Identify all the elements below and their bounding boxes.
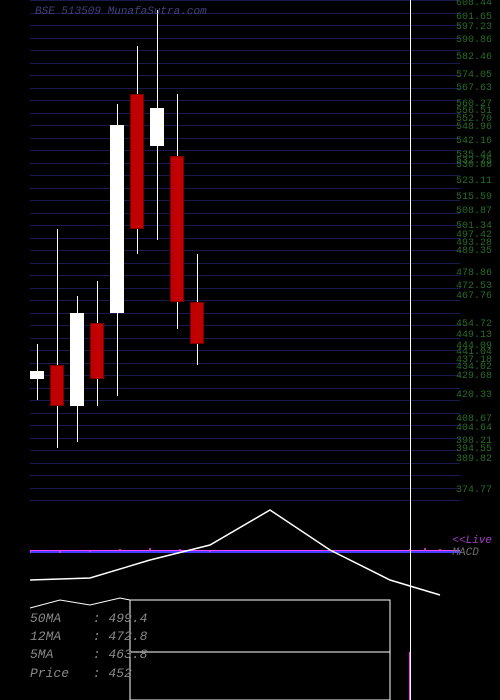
y-label: 548.96 [456, 122, 492, 133]
candle-body [110, 125, 124, 313]
y-label: 374.77 [456, 485, 492, 496]
cursor-line [410, 0, 411, 700]
y-label: 515.59 [456, 192, 492, 203]
y-label: 454.72 [456, 319, 492, 330]
info-row: 50MA : 499.4 [30, 610, 147, 628]
info-label: Price [30, 665, 85, 683]
watermark-label: MunafaSutra.com [108, 6, 207, 18]
y-label: 574.05 [456, 70, 492, 81]
price-chart[interactable] [30, 0, 460, 500]
info-value: 452 [108, 666, 131, 681]
candle-body [50, 365, 64, 407]
info-row: 12MA : 472.8 [30, 628, 147, 646]
y-label: 389.82 [456, 454, 492, 465]
y-label: 429.68 [456, 371, 492, 382]
macd-label: <<Live MACD [452, 535, 492, 559]
y-label: 508.87 [456, 206, 492, 217]
info-label: 5MA [30, 646, 85, 664]
y-label: 404.64 [456, 423, 492, 434]
candle-wick [57, 229, 58, 448]
y-label: 597.23 [456, 22, 492, 33]
info-label: 50MA [30, 610, 85, 628]
y-label: 478.86 [456, 268, 492, 279]
candle-body [70, 313, 84, 407]
y-label: 582.46 [456, 52, 492, 63]
info-label: 12MA [30, 628, 85, 646]
info-row: Price : 452 [30, 665, 147, 683]
y-label: 449.13 [456, 330, 492, 341]
info-value: 472.8 [108, 629, 147, 644]
candle-body [190, 302, 204, 344]
candle-body [170, 156, 184, 302]
y-label: 489.35 [456, 246, 492, 257]
y-axis: 608.44601.65597.23590.86582.46574.05567.… [442, 0, 492, 500]
info-value: 499.4 [108, 611, 147, 626]
y-label: 420.33 [456, 390, 492, 401]
candle-body [150, 108, 164, 146]
y-label: 530.88 [456, 160, 492, 171]
candle-body [130, 94, 144, 229]
macd-panel[interactable] [30, 500, 460, 600]
y-label: 567.63 [456, 83, 492, 94]
y-label: 523.11 [456, 176, 492, 187]
y-label: 590.86 [456, 35, 492, 46]
chart-header: BSE 513509 MunafaSutra.com [35, 6, 207, 18]
symbol-label: BSE 513509 [35, 6, 101, 18]
candlesticks [30, 0, 460, 500]
y-label: 542.16 [456, 136, 492, 147]
y-label: 467.76 [456, 291, 492, 302]
y-label: 608.44 [456, 0, 492, 9]
macd-zero-line [30, 550, 460, 553]
info-row: 5MA : 463.8 [30, 646, 147, 664]
info-box: 50MA : 499.412MA : 472.85MA : 463.8Price… [30, 610, 147, 683]
candle-body [30, 371, 44, 379]
macd-text: MACD [452, 547, 478, 559]
candle-body [90, 323, 104, 379]
info-value: 463.8 [108, 647, 147, 662]
live-text: <<Live [452, 535, 492, 547]
